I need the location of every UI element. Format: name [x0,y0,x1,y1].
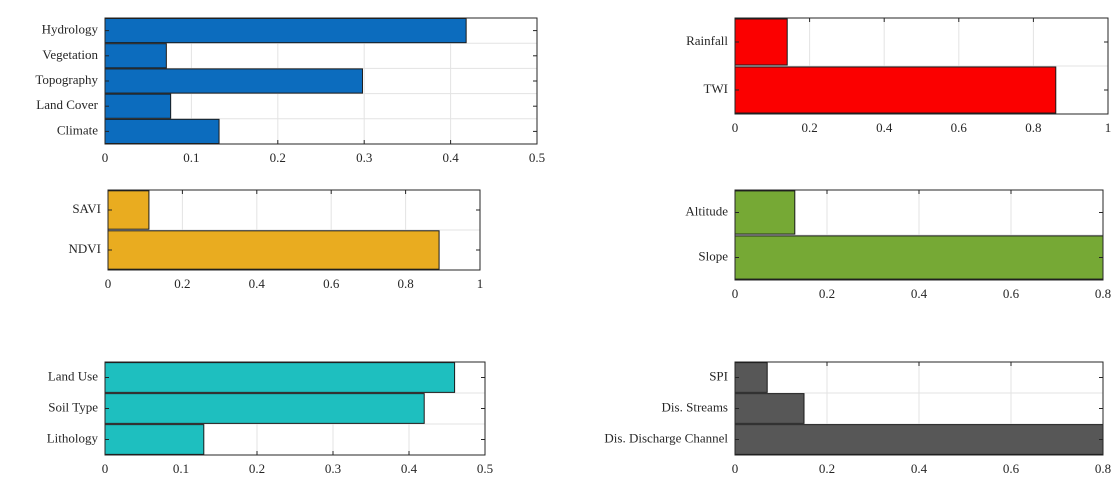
category-label: Soil Type [48,399,98,414]
chart-panel-3: SAVI NDVI 0 0.2 0.4 0.6 0.8 1 [69,189,484,291]
axes-box [734,189,1104,281]
x-tick-label: 0.8 [1095,461,1111,476]
bar [104,18,467,44]
bar [104,43,167,69]
category-label: Rainfall [686,33,728,48]
category-label: Slope [698,248,728,263]
x-tick-label: 0.2 [174,276,190,291]
bar [107,190,150,230]
bar [104,424,205,455]
bar [107,230,440,270]
category-label: NDVI [69,241,102,256]
category-label: Dis. Discharge Channel [604,430,728,445]
bar [104,118,220,144]
x-tick-label: 0.2 [270,150,286,165]
category-label: Altitude [685,203,728,218]
bar [734,362,768,393]
chart-panel-6: SPI Dis. Streams Dis. Discharge Channel 0 0.… [604,361,1111,476]
x-tick-label: 0.2 [819,286,835,301]
x-tick-label: 0.6 [1003,461,1020,476]
x-tick-label: 0.6 [1003,286,1020,301]
x-tick-label: 0.1 [173,461,189,476]
category-label: Land Cover [36,97,98,112]
x-tick-label: 0.6 [323,276,340,291]
bar [734,235,1104,280]
x-tick-label: 0.3 [356,150,372,165]
x-tick-label: 0.5 [529,150,545,165]
bar [734,190,796,235]
bar [104,362,456,393]
x-tick-label: 0.5 [477,461,493,476]
category-label: SPI [709,368,728,383]
x-tick-label: 0.4 [911,461,928,476]
axes-box [107,189,481,271]
category-label: Dis. Streams [662,399,728,414]
x-tick-label: 0.1 [183,150,199,165]
axes-box [734,17,1109,115]
x-tick-label: 0 [732,120,739,135]
chart-panel-5: Land Use Soil Type Lithology 0 0.1 0.2 0.3 0.4 0… [47,361,493,476]
x-tick-label: 0.4 [442,150,459,165]
x-tick-label: 0 [732,286,739,301]
x-tick-label: 0.3 [325,461,341,476]
x-tick-label: 0 [102,461,109,476]
x-tick-label: 0.4 [876,120,893,135]
category-label: TWI [703,81,728,96]
bar [734,18,788,66]
bar [104,68,363,94]
chart-panel-2: Rainfall TWI 0 0.2 0.4 0.6 0.8 1 [686,17,1112,135]
x-tick-label: 0.8 [397,276,413,291]
category-label: SAVI [72,201,101,216]
x-tick-label: 0.2 [249,461,265,476]
bar [734,66,1057,114]
bar [104,393,425,424]
category-label: Topography [35,72,98,87]
x-tick-label: 0.4 [249,276,266,291]
x-tick-label: 0.2 [819,461,835,476]
x-tick-label: 0.4 [401,461,418,476]
category-label: Land Use [48,368,98,383]
x-tick-label: 0.4 [911,286,928,301]
x-tick-label: 0.8 [1095,286,1111,301]
x-tick-label: 0 [102,150,109,165]
category-label: Climate [57,122,98,137]
category-label: Hydrology [42,22,99,37]
category-label: Vegetation [42,47,98,62]
bar [104,93,172,119]
x-tick-label: 1 [1105,120,1112,135]
x-tick-label: 0 [732,461,739,476]
bar [734,393,805,424]
x-tick-label: 0.6 [951,120,968,135]
x-tick-label: 0.2 [801,120,817,135]
category-label: Lithology [47,430,99,445]
bar [734,424,1104,455]
chart-panel-4: Altitude Slope 0 0.2 0.4 0.6 0.8 [685,189,1111,301]
x-tick-label: 0 [105,276,112,291]
x-tick-label: 1 [477,276,484,291]
x-tick-label: 0.8 [1025,120,1041,135]
chart-panel-1: Hydrology Vegetation Topography Land Cover C… [35,17,545,165]
